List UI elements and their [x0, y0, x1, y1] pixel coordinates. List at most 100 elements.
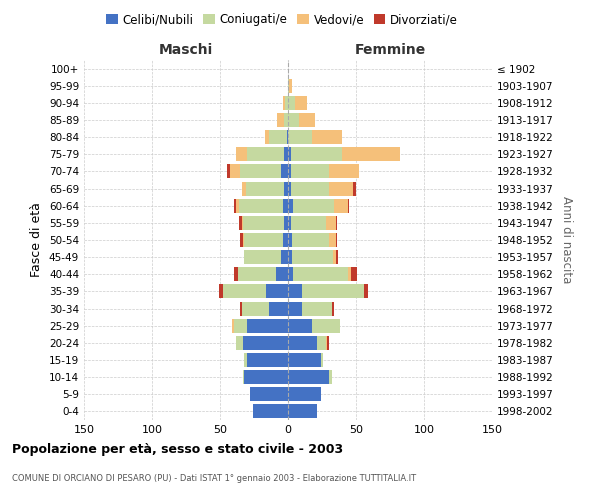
- Bar: [335, 216, 337, 230]
- Bar: [250, 388, 288, 402]
- Bar: [288, 216, 291, 230]
- Bar: [281, 164, 288, 178]
- Bar: [292, 250, 333, 264]
- Bar: [239, 198, 283, 212]
- Y-axis label: Anni di nascita: Anni di nascita: [560, 196, 573, 284]
- Bar: [313, 318, 340, 332]
- Text: COMUNE DI ORCIANO DI PESARO (PU) - Dati ISTAT 1° gennaio 2003 - Elaborazione TUT: COMUNE DI ORCIANO DI PESARO (PU) - Dati …: [12, 474, 416, 483]
- Bar: [293, 198, 334, 212]
- Bar: [288, 113, 299, 127]
- Bar: [288, 318, 313, 332]
- Bar: [243, 233, 244, 247]
- Bar: [241, 302, 242, 316]
- Legend: Celibi/Nubili, Coniugati/e, Vedovi/e, Divorziati/e: Celibi/Nubili, Coniugati/e, Vedovi/e, Di…: [101, 8, 463, 31]
- Text: Femmine: Femmine: [355, 44, 425, 58]
- Bar: [243, 216, 284, 230]
- Bar: [236, 198, 239, 212]
- Bar: [265, 130, 269, 144]
- Bar: [242, 216, 243, 230]
- Bar: [364, 284, 368, 298]
- Bar: [244, 353, 247, 367]
- Bar: [288, 250, 292, 264]
- Bar: [329, 233, 335, 247]
- Bar: [302, 302, 332, 316]
- Bar: [288, 96, 295, 110]
- Bar: [291, 182, 329, 196]
- Bar: [289, 78, 292, 92]
- Bar: [288, 198, 293, 212]
- Bar: [302, 284, 364, 298]
- Y-axis label: Fasce di età: Fasce di età: [31, 202, 43, 278]
- Bar: [284, 216, 288, 230]
- Bar: [236, 148, 247, 162]
- Bar: [291, 164, 329, 178]
- Bar: [244, 233, 283, 247]
- Bar: [223, 284, 266, 298]
- Bar: [334, 198, 348, 212]
- Bar: [242, 182, 246, 196]
- Bar: [313, 130, 343, 144]
- Bar: [238, 268, 276, 281]
- Bar: [353, 182, 356, 196]
- Bar: [230, 164, 241, 178]
- Bar: [269, 130, 287, 144]
- Bar: [241, 233, 243, 247]
- Bar: [288, 388, 320, 402]
- Bar: [350, 268, 358, 281]
- Bar: [317, 336, 326, 350]
- Bar: [253, 404, 288, 418]
- Bar: [233, 198, 236, 212]
- Bar: [291, 148, 343, 162]
- Bar: [284, 148, 288, 162]
- Bar: [283, 198, 288, 212]
- Bar: [284, 182, 288, 196]
- Bar: [335, 250, 338, 264]
- Bar: [288, 370, 329, 384]
- Bar: [288, 404, 317, 418]
- Bar: [247, 148, 284, 162]
- Bar: [299, 113, 315, 127]
- Bar: [283, 96, 285, 110]
- Bar: [232, 318, 233, 332]
- Bar: [246, 182, 284, 196]
- Bar: [343, 148, 400, 162]
- Bar: [348, 268, 350, 281]
- Bar: [320, 353, 323, 367]
- Bar: [288, 302, 302, 316]
- Bar: [218, 284, 223, 298]
- Bar: [247, 318, 288, 332]
- Bar: [266, 284, 288, 298]
- Bar: [329, 182, 353, 196]
- Bar: [243, 336, 288, 350]
- Bar: [335, 233, 337, 247]
- Bar: [277, 113, 284, 127]
- Bar: [276, 268, 288, 281]
- Bar: [288, 284, 302, 298]
- Bar: [285, 96, 288, 110]
- Bar: [288, 182, 291, 196]
- Bar: [288, 353, 320, 367]
- Bar: [236, 336, 243, 350]
- Bar: [247, 353, 288, 367]
- Bar: [283, 233, 288, 247]
- Bar: [227, 164, 230, 178]
- Bar: [348, 198, 349, 212]
- Bar: [332, 302, 334, 316]
- Bar: [329, 370, 332, 384]
- Bar: [288, 268, 293, 281]
- Bar: [288, 164, 291, 178]
- Bar: [281, 250, 288, 264]
- Bar: [269, 302, 288, 316]
- Bar: [233, 268, 238, 281]
- Bar: [333, 250, 335, 264]
- Bar: [239, 216, 242, 230]
- Bar: [288, 233, 292, 247]
- Bar: [291, 216, 326, 230]
- Bar: [284, 113, 288, 127]
- Bar: [326, 216, 335, 230]
- Bar: [288, 130, 313, 144]
- Bar: [243, 370, 244, 384]
- Text: Maschi: Maschi: [159, 44, 213, 58]
- Bar: [244, 370, 288, 384]
- Bar: [288, 78, 289, 92]
